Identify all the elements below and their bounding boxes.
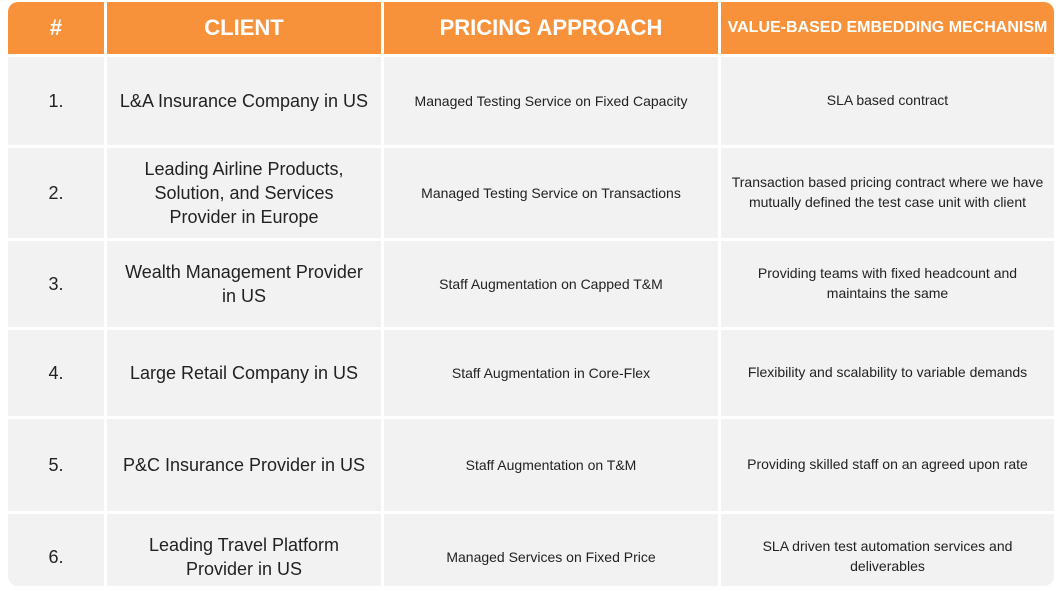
header-client: CLIENT bbox=[107, 2, 381, 54]
row-5-num: 5. bbox=[8, 419, 104, 511]
row-2-value: Transaction based pricing contract where… bbox=[721, 148, 1054, 238]
row-5-client: P&C Insurance Provider in US bbox=[107, 419, 381, 511]
client-pricing-table-frame: # CLIENT PRICING APPROACH VALUE-BASED EM… bbox=[8, 2, 1054, 586]
row-5-pricing: Staff Augmentation on T&M bbox=[384, 419, 718, 511]
row-3-value: Providing teams with fixed headcount and… bbox=[721, 241, 1054, 327]
header-num: # bbox=[8, 2, 104, 54]
row-1-client: L&A Insurance Company in US bbox=[107, 57, 381, 145]
row-2-client: Leading Airline Products, Solution, and … bbox=[107, 148, 381, 238]
row-4-num: 4. bbox=[8, 330, 104, 416]
header-pricing-approach: PRICING APPROACH bbox=[384, 2, 718, 54]
row-2-pricing: Managed Testing Service on Transactions bbox=[384, 148, 718, 238]
row-4-value: Flexibility and scalability to variable … bbox=[721, 330, 1054, 416]
row-1-value: SLA based contract bbox=[721, 57, 1054, 145]
row-5-value: Providing skilled staff on an agreed upo… bbox=[721, 419, 1054, 511]
row-1-pricing: Managed Testing Service on Fixed Capacit… bbox=[384, 57, 718, 145]
row-3-pricing: Staff Augmentation on Capped T&M bbox=[384, 241, 718, 327]
row-6-num: 6. bbox=[8, 514, 104, 586]
row-6-client: Leading Travel Platform Provider in US bbox=[107, 514, 381, 586]
header-value-based-embedding: VALUE-BASED EMBEDDING MECHANISM bbox=[721, 2, 1054, 54]
row-2-num: 2. bbox=[8, 148, 104, 238]
row-4-pricing: Staff Augmentation in Core-Flex bbox=[384, 330, 718, 416]
client-pricing-table: # CLIENT PRICING APPROACH VALUE-BASED EM… bbox=[8, 2, 1054, 586]
row-3-client: Wealth Management Provider in US bbox=[107, 241, 381, 327]
row-3-num: 3. bbox=[8, 241, 104, 327]
row-1-num: 1. bbox=[8, 57, 104, 145]
row-6-pricing: Managed Services on Fixed Price bbox=[384, 514, 718, 586]
row-4-client: Large Retail Company in US bbox=[107, 330, 381, 416]
row-6-value: SLA driven test automation services and … bbox=[721, 514, 1054, 586]
